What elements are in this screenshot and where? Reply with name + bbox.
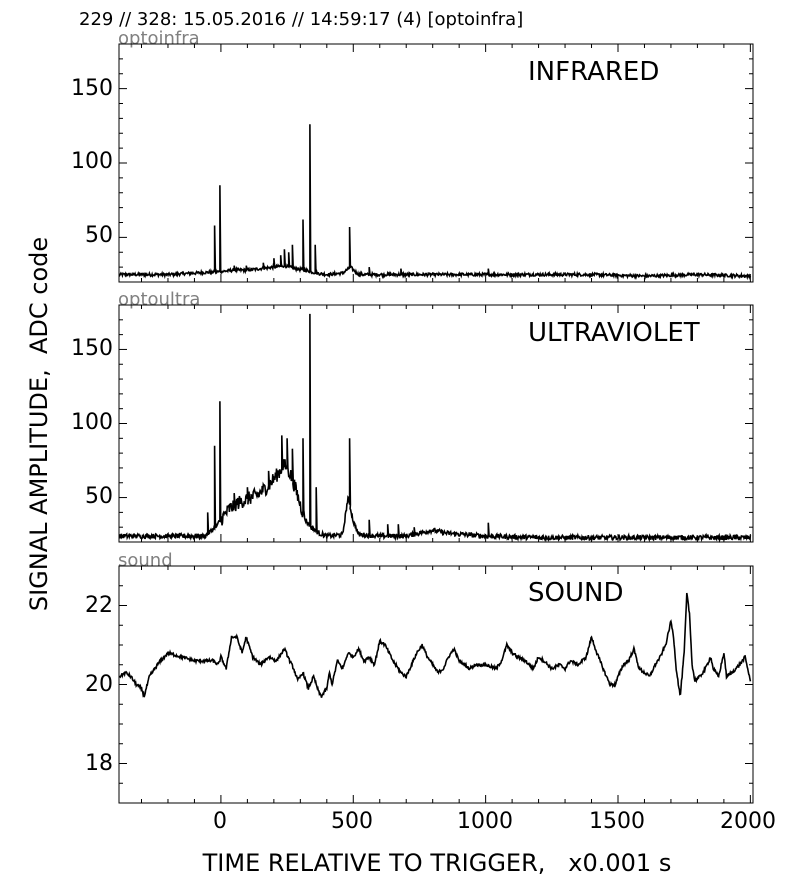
x-tick-label: 500 xyxy=(331,809,373,834)
infrared-ticks xyxy=(119,43,753,283)
ultraviolet-panel-label: optoultra xyxy=(118,289,200,310)
sound-panel-label: sound xyxy=(118,550,173,571)
x-tick-label: 2000 xyxy=(720,809,776,834)
ultraviolet-y-tick-label: 150 xyxy=(71,336,113,361)
ultraviolet-y-tick-label: 50 xyxy=(85,484,113,509)
x-tick-label: 1500 xyxy=(589,809,645,834)
infrared-y-tick-label: 50 xyxy=(85,223,113,248)
x-axis-label: TIME RELATIVE TO TRIGGER, x0.001 s xyxy=(202,849,672,877)
sound-y-tick-label: 18 xyxy=(85,751,113,776)
y-axis-label: SIGNAL AMPLITUDE, ADC code xyxy=(25,237,53,611)
figure-title: 229 // 328: 15.05.2016 // 14:59:17 (4) [… xyxy=(79,9,523,30)
sound-series-line xyxy=(119,592,752,698)
sound-ticks xyxy=(119,565,753,804)
infrared-y-tick-labels: 50 100 150 xyxy=(71,76,113,248)
infrared-panel: optoinfra 50 100 150 INFRARED xyxy=(71,28,754,283)
ultraviolet-annotation: ULTRAVIOLET xyxy=(528,318,700,348)
sound-y-tick-label: 20 xyxy=(85,672,113,697)
infrared-annotation: INFRARED xyxy=(528,57,659,87)
infrared-y-tick-label: 150 xyxy=(71,76,113,101)
sound-y-tick-labels: 18 20 22 xyxy=(85,593,113,776)
x-tick-labels: 0 500 1000 1500 2000 xyxy=(213,809,776,834)
ultraviolet-panel: optoultra 50 100 150 ULTRAVIOLET xyxy=(71,289,754,544)
infrared-series-line xyxy=(118,124,752,281)
ultraviolet-series-line xyxy=(118,313,752,544)
ultraviolet-y-tick-label: 100 xyxy=(71,410,113,435)
infrared-y-tick-label: 100 xyxy=(71,149,113,174)
sound-y-tick-label: 22 xyxy=(85,593,113,618)
x-tick-label: 0 xyxy=(213,809,227,834)
sound-plot-frame xyxy=(118,565,754,804)
sound-panel: sound 18 20 22 SOUND xyxy=(85,550,754,804)
ultraviolet-y-tick-labels: 50 100 150 xyxy=(71,336,113,509)
x-tick-label: 1000 xyxy=(457,809,513,834)
sound-annotation: SOUND xyxy=(528,578,623,608)
infrared-panel-label: optoinfra xyxy=(118,28,200,49)
